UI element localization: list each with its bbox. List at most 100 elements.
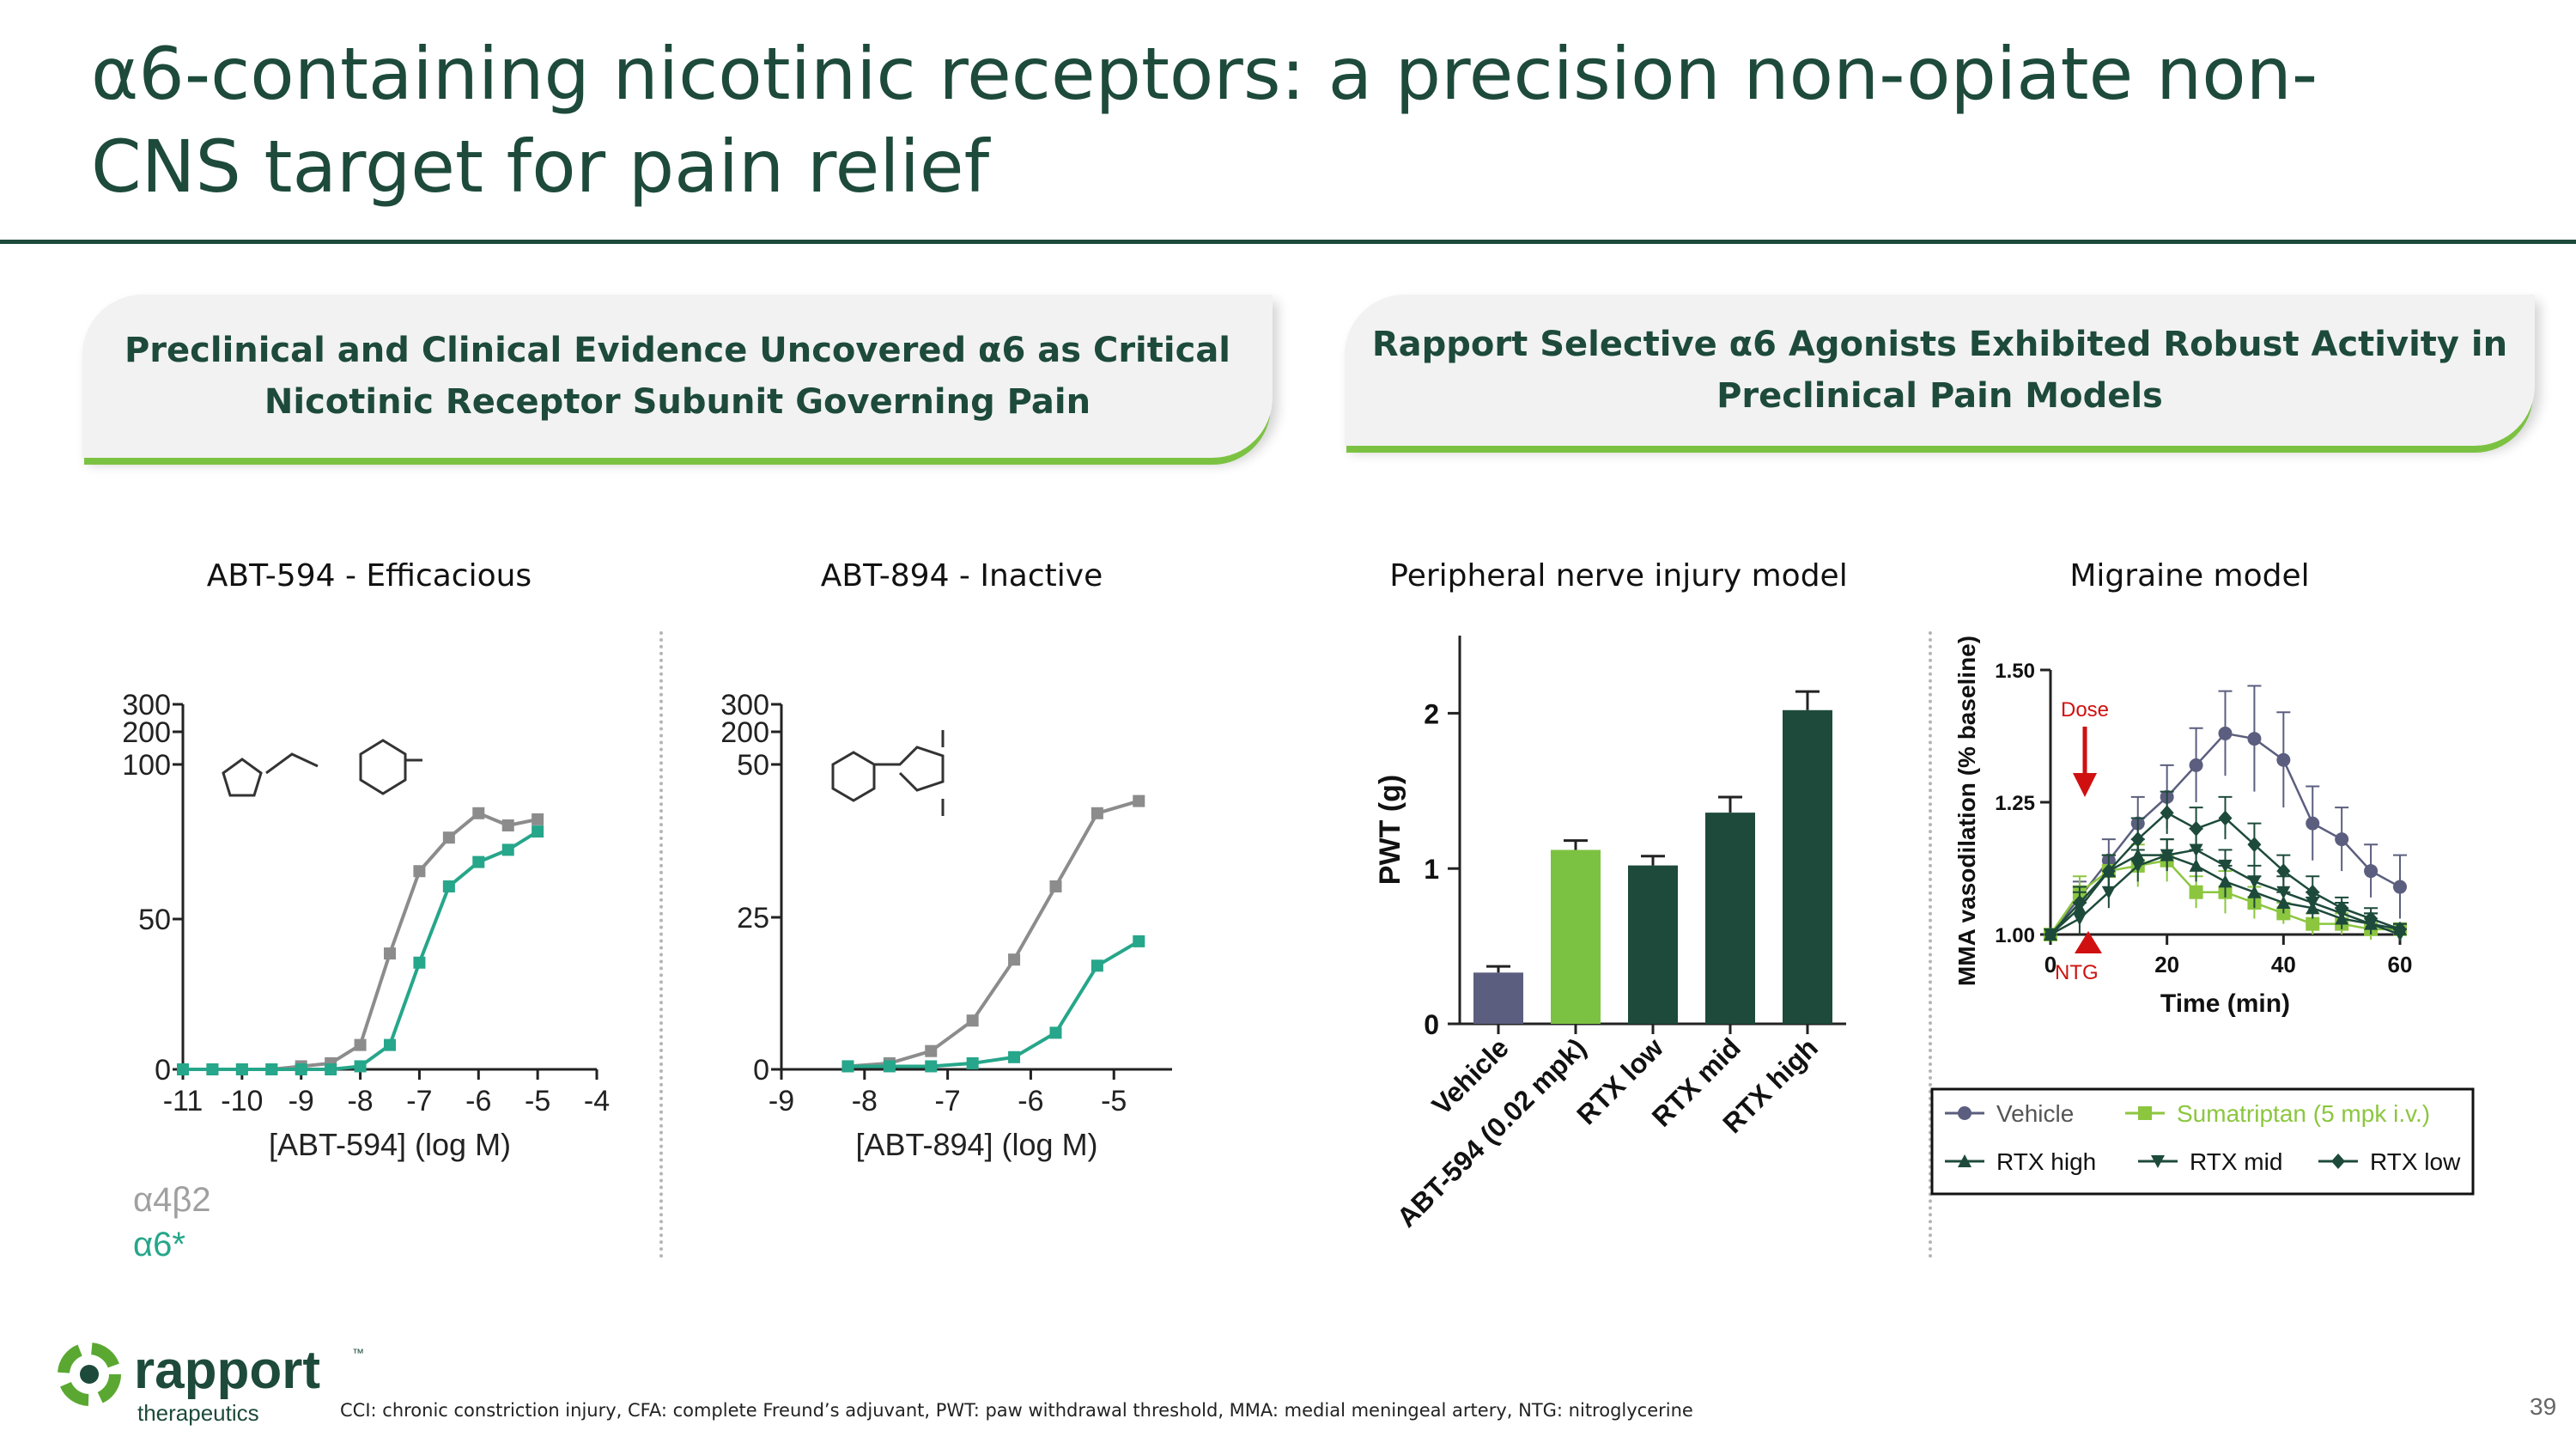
data-point xyxy=(883,1060,896,1073)
x-tick-label: -4 xyxy=(584,1085,610,1117)
data-point xyxy=(2335,900,2349,916)
page-title: α6-containing nicotinic receptors: a pre… xyxy=(91,32,2318,209)
data-point xyxy=(2276,752,2291,767)
bar-rtx-mid xyxy=(1705,813,1755,1024)
data-point xyxy=(2101,863,2116,880)
series-line-rtx-high xyxy=(2050,854,2401,935)
y-axis-label: PWT (g) xyxy=(1374,775,1406,885)
data-point xyxy=(841,1060,854,1073)
y-tick-label: 100 xyxy=(122,749,171,782)
data-point xyxy=(501,819,514,831)
data-point xyxy=(2130,848,2145,861)
data-point xyxy=(442,831,455,844)
y-tick-label: 1 xyxy=(1424,854,1439,885)
legend-marker-icon xyxy=(2151,1155,2165,1168)
data-point xyxy=(177,1063,189,1075)
legend-marker-icon xyxy=(2331,1154,2345,1169)
data-point xyxy=(295,1060,307,1073)
data-point xyxy=(325,1063,337,1075)
series-line-a6 xyxy=(848,940,1140,1068)
data-point xyxy=(2072,885,2087,899)
data-point xyxy=(2101,853,2116,868)
data-point xyxy=(1008,1050,1021,1063)
legend-label-vehicle: Vehicle xyxy=(1996,1100,2074,1127)
chart2-title: ABT-894 - Inactive xyxy=(820,558,1103,594)
data-point xyxy=(2218,810,2233,826)
data-point xyxy=(2160,805,2174,821)
data-point xyxy=(2335,911,2349,925)
data-point xyxy=(2247,732,2262,746)
ntg-annotation: NTG xyxy=(2055,961,2099,984)
data-point xyxy=(2044,928,2057,941)
data-point xyxy=(295,1063,307,1075)
data-point xyxy=(2335,907,2349,921)
data-point xyxy=(2218,726,2233,740)
x-tick-label: RTX high xyxy=(1716,1032,1824,1139)
data-point xyxy=(2101,864,2116,879)
data-point xyxy=(384,947,396,960)
y-tick-label: 0 xyxy=(753,1054,769,1087)
x-axis-label: [ABT-594] (log M) xyxy=(269,1127,511,1162)
data-point xyxy=(2072,901,2087,915)
data-point xyxy=(2189,758,2203,772)
y-tick-label: 1.00 xyxy=(1995,924,2035,947)
data-point xyxy=(2393,921,2407,937)
y-tick-label: 300 xyxy=(122,689,171,721)
data-point xyxy=(354,1060,367,1073)
x-tick-label: Vehicle xyxy=(1426,1032,1515,1120)
y-tick-label: 2 xyxy=(1424,698,1439,729)
dose-arrowhead-icon xyxy=(2073,773,2097,797)
title-divider xyxy=(0,240,2576,244)
data-point xyxy=(2160,848,2174,861)
x-tick-label: -9 xyxy=(289,1085,314,1117)
data-point xyxy=(2306,901,2320,915)
data-point xyxy=(2247,837,2262,853)
series-line-a6 xyxy=(183,830,539,1071)
data-point xyxy=(2044,928,2057,941)
chart1-title: ABT-594 - Efficacious xyxy=(206,558,532,594)
x-tick-label: RTX low xyxy=(1571,1032,1669,1130)
data-point xyxy=(206,1063,219,1075)
data-point xyxy=(2160,789,2174,804)
right-divider xyxy=(1929,631,1932,1258)
bar-rtx-high xyxy=(1783,709,1832,1024)
right-panel-header-text: Rapport Selective α6 Agonists Exhibited … xyxy=(1371,325,2508,416)
y-axis-label: MMA vasodilation (% baseline) xyxy=(1953,636,1980,986)
data-point xyxy=(841,1060,854,1073)
data-point xyxy=(2393,922,2407,936)
x-axis-label: [ABT-894] (log M) xyxy=(855,1127,1097,1162)
y-tick-label: 0 xyxy=(155,1054,171,1087)
series-line-rtx-mid xyxy=(2050,849,2401,936)
data-point xyxy=(2276,863,2291,880)
data-point xyxy=(2276,906,2291,921)
data-point xyxy=(384,1038,396,1051)
x-tick-label: -5 xyxy=(525,1085,550,1117)
data-point xyxy=(1133,935,1145,947)
data-point xyxy=(2335,916,2349,931)
data-point xyxy=(2218,874,2233,888)
y-tick-label: 200 xyxy=(720,716,769,749)
y-tick-label: 25 xyxy=(737,902,769,935)
data-point xyxy=(2160,849,2174,862)
data-point xyxy=(2218,859,2233,873)
bar-vehicle xyxy=(1473,972,1523,1024)
chart3-title: Peripheral nerve injury model xyxy=(1389,558,1848,594)
legend-a4b2: α4β2 xyxy=(133,1181,211,1219)
data-point xyxy=(2044,928,2057,941)
data-point xyxy=(1091,807,1103,819)
data-point xyxy=(2160,853,2174,868)
data-point xyxy=(2130,858,2145,873)
x-tick-label: 0 xyxy=(2044,952,2057,977)
legend-marker-icon xyxy=(1958,1154,1971,1167)
molecule-abt594-icon xyxy=(222,739,422,797)
data-point xyxy=(206,1063,219,1075)
legend-label-rtx-low: RTX low xyxy=(2370,1148,2461,1175)
data-point xyxy=(472,807,485,819)
data-point xyxy=(2276,886,2291,899)
chart4-legend: Vehicle Sumatriptan (5 mpk i.v.) RTX high R… xyxy=(1930,1087,2475,1196)
x-tick-label: 20 xyxy=(2154,952,2179,977)
data-point xyxy=(472,855,485,868)
left-panel-header-text: Preclinical and Clinical Evidence Uncove… xyxy=(124,331,1231,422)
y-tick-label: 50 xyxy=(138,904,171,936)
